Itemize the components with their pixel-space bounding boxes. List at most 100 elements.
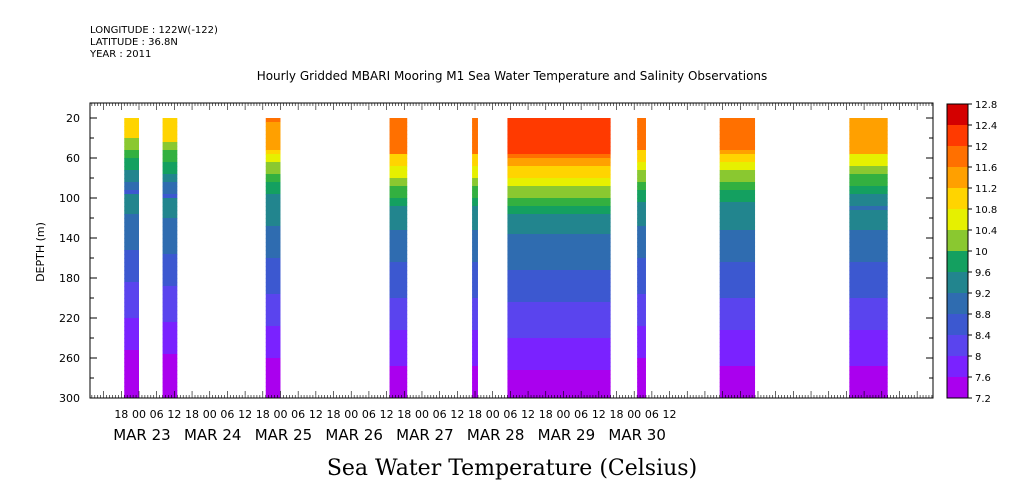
heatmap-cell xyxy=(124,210,139,215)
heatmap-cell xyxy=(472,302,478,307)
heatmap-cell xyxy=(124,302,139,307)
heatmap-cell xyxy=(637,130,646,135)
heatmap-cell xyxy=(162,218,178,223)
heatmap-cell xyxy=(265,378,281,383)
heatmap-cell xyxy=(265,266,281,271)
heatmap-cell xyxy=(162,134,178,139)
heatmap-cell xyxy=(389,166,408,171)
heatmap-cell xyxy=(507,302,611,307)
heatmap-cell xyxy=(265,214,281,219)
heatmap-cell xyxy=(719,186,756,191)
heatmap-cell xyxy=(849,318,888,323)
heatmap-cell xyxy=(265,314,281,319)
heatmap-cell xyxy=(637,170,646,175)
heatmap-cell xyxy=(124,126,139,131)
heatmap-cell xyxy=(124,154,139,159)
heatmap-cell xyxy=(162,182,178,187)
heatmap-cell xyxy=(849,382,888,387)
heatmap-cell xyxy=(265,370,281,375)
heatmap-cell xyxy=(507,134,611,139)
heatmap-cell xyxy=(124,130,139,135)
colorbar-tick-label: 11.6 xyxy=(975,163,997,174)
heatmap-cell xyxy=(472,282,478,287)
heatmap-cell xyxy=(637,350,646,355)
heatmap-cell xyxy=(162,362,178,367)
heatmap-cell xyxy=(162,242,178,247)
heatmap-cell xyxy=(719,178,756,183)
colorbar-tick-label: 8 xyxy=(975,352,981,363)
heatmap-cell xyxy=(124,198,139,203)
heatmap-cell xyxy=(124,266,139,271)
heatmap-cell xyxy=(124,342,139,347)
heatmap-cell xyxy=(124,122,139,127)
data-segment xyxy=(719,118,756,399)
heatmap-cell xyxy=(637,178,646,183)
colorbar-band xyxy=(947,209,968,231)
heatmap-cell xyxy=(472,354,478,359)
heatmap-cell xyxy=(719,122,756,127)
heatmap-cell xyxy=(265,238,281,243)
heatmap-cell xyxy=(849,322,888,327)
heatmap-cell xyxy=(637,278,646,283)
heatmap-cell xyxy=(849,178,888,183)
heatmap-cell xyxy=(162,294,178,299)
heatmap-cell xyxy=(849,206,888,211)
x-tick-label: 18 xyxy=(114,408,128,421)
heatmap-cell xyxy=(849,370,888,375)
heatmap-cell xyxy=(162,146,178,151)
x-tick-label: 06 xyxy=(150,408,164,421)
heatmap-cell xyxy=(389,186,408,191)
heatmap-cell xyxy=(719,166,756,171)
heatmap-cell xyxy=(124,230,139,235)
heatmap-cell xyxy=(162,186,178,191)
heatmap-cell xyxy=(124,314,139,319)
heatmap-cell xyxy=(507,334,611,339)
heatmap-cell xyxy=(637,182,646,187)
heatmap-cell xyxy=(637,218,646,223)
heatmap-cell xyxy=(162,330,178,335)
heatmap-cell xyxy=(162,322,178,327)
heatmap-cell xyxy=(124,242,139,247)
heatmap-cell xyxy=(472,198,478,203)
x-tick-label: 12 xyxy=(380,408,394,421)
heatmap-cell xyxy=(389,190,408,195)
heatmap-cell xyxy=(265,210,281,215)
heatmap-cell xyxy=(507,122,611,127)
x-tick-label: 06 xyxy=(503,408,517,421)
heatmap-cell xyxy=(849,214,888,219)
heatmap-cell xyxy=(637,274,646,279)
heatmap-cell xyxy=(472,158,478,163)
heatmap-cell xyxy=(265,330,281,335)
heatmap-cell xyxy=(389,310,408,315)
heatmap-cell xyxy=(472,338,478,343)
heatmap-cell xyxy=(719,294,756,299)
x-tick-label: 18 xyxy=(256,408,270,421)
heatmap-cell xyxy=(162,378,178,383)
heatmap-cell xyxy=(472,258,478,263)
heatmap-cell xyxy=(637,146,646,151)
heatmap-cell xyxy=(472,322,478,327)
heatmap-cell xyxy=(162,166,178,171)
heatmap-cell xyxy=(265,250,281,255)
heatmap-cell xyxy=(389,366,408,371)
heatmap-cell xyxy=(507,238,611,243)
heatmap-cell xyxy=(719,374,756,379)
y-tick-label: 180 xyxy=(59,272,80,285)
heatmap-cell xyxy=(719,226,756,231)
heatmap-cell xyxy=(719,318,756,323)
heatmap-cell xyxy=(162,126,178,131)
heatmap-cell xyxy=(637,250,646,255)
heatmap-cell xyxy=(389,378,408,383)
heatmap-cell xyxy=(719,242,756,247)
heatmap-cell xyxy=(265,182,281,187)
heatmap-cell xyxy=(265,358,281,363)
heatmap-cell xyxy=(124,246,139,251)
heatmap-cell xyxy=(849,246,888,251)
heatmap-cell xyxy=(719,214,756,219)
heatmap-cell xyxy=(637,194,646,199)
heatmap-cell xyxy=(719,282,756,287)
heatmap-cell xyxy=(124,202,139,207)
heatmap-cell xyxy=(719,342,756,347)
heatmap-cell xyxy=(637,326,646,331)
heatmap-cell xyxy=(637,346,646,351)
